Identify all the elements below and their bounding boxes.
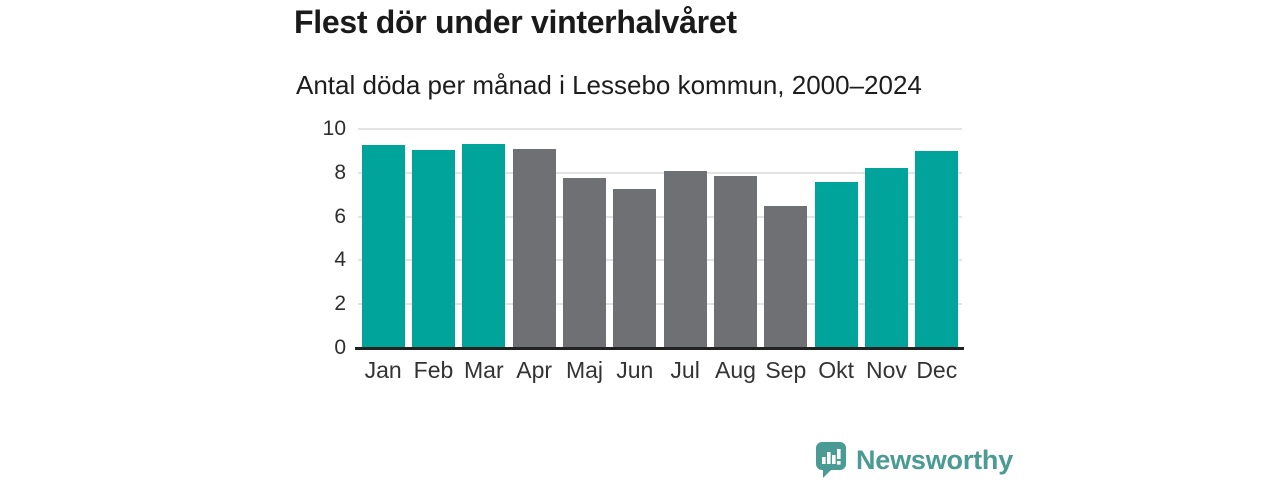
- plot-area: [355, 128, 964, 350]
- bar-slot: [660, 129, 710, 348]
- bar-slot: [861, 129, 911, 348]
- gridline: [358, 259, 962, 262]
- y-tick-label: 2: [334, 292, 346, 316]
- bar-slot: [459, 129, 509, 348]
- bar-okt: [814, 182, 858, 348]
- bar-jun: [613, 189, 657, 348]
- bar-slot: [912, 129, 962, 348]
- x-tick-label: Nov: [865, 357, 907, 383]
- y-tick-label: 6: [334, 204, 346, 228]
- bar-sep: [764, 206, 808, 348]
- gridline: [358, 171, 962, 174]
- bar-aug: [713, 176, 757, 348]
- x-tick-label: Mar: [464, 357, 504, 383]
- x-tick-label: Jun: [616, 357, 654, 383]
- bar-slot: [761, 129, 811, 348]
- bar-slot: [610, 129, 660, 348]
- x-tick-label: Feb: [413, 357, 454, 383]
- bar-slot: [408, 129, 458, 348]
- y-tick-label: 10: [322, 117, 346, 140]
- y-tick-label: 4: [334, 248, 346, 272]
- y-tick-label: 8: [334, 160, 346, 184]
- bar-feb: [411, 150, 455, 348]
- chart-title: Flest dör under vinterhalvåret: [294, 4, 737, 40]
- x-axis-labels: Jan Feb Mar Apr Maj Jun Jul Aug Sep Okt Nov Dec: [358, 357, 962, 384]
- bar-slot: [358, 129, 408, 348]
- bars: [358, 129, 962, 348]
- gridline: [358, 215, 962, 218]
- bar-apr: [512, 149, 556, 348]
- bar-nov: [864, 168, 908, 348]
- bar-dec: [915, 151, 959, 348]
- gridline: [358, 128, 962, 130]
- x-tick-label: Jul: [670, 357, 700, 383]
- x-tick-label: Aug: [714, 357, 756, 383]
- bar-slot: [559, 129, 609, 348]
- bar-slot: [811, 129, 861, 348]
- bar-maj: [562, 178, 606, 348]
- x-tick-label: Dec: [916, 357, 958, 383]
- x-tick-label: Jan: [364, 357, 402, 383]
- newsworthy-logo[interactable]: Newsworthy: [816, 442, 1013, 478]
- x-tick-label: Sep: [765, 357, 807, 383]
- bar-mar: [462, 144, 506, 348]
- bar-slot: [509, 129, 559, 348]
- x-tick-label: Apr: [516, 357, 553, 383]
- x-axis-line: [355, 347, 964, 350]
- bar-slot: [710, 129, 760, 348]
- bar-jan: [361, 145, 405, 348]
- newsworthy-logo-text: Newsworthy: [856, 444, 1014, 475]
- y-tick-label: 0: [334, 336, 346, 359]
- bar-jul: [663, 171, 707, 348]
- newsworthy-logo-icon: [816, 442, 846, 478]
- x-tick-label: Maj: [565, 357, 603, 383]
- x-tick-label: Okt: [818, 357, 854, 383]
- gridline: [358, 303, 962, 306]
- chart-subtitle: Antal döda per månad i Lessebo kommun, 2…: [296, 70, 922, 100]
